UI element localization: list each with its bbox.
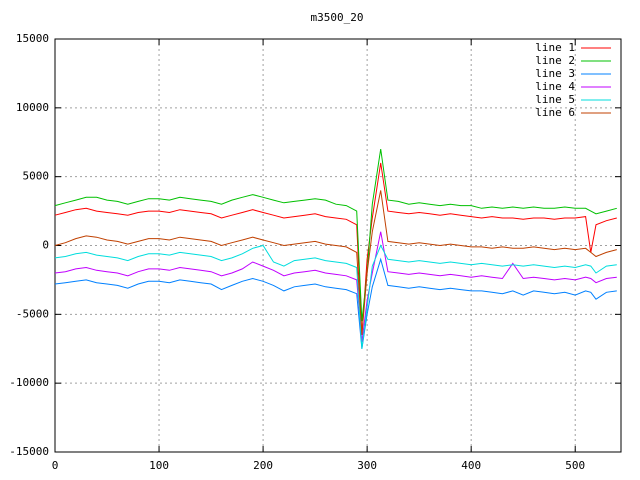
data-line [54, 190, 617, 336]
data-line [54, 149, 617, 322]
legend-label: line 1 [535, 41, 575, 54]
x-tick-label: 0 [52, 459, 59, 472]
data-line [54, 162, 617, 336]
x-tick-label: 200 [253, 459, 273, 472]
legend-label: line 2 [535, 54, 575, 67]
legend-label: line 3 [535, 67, 575, 80]
x-tick-label: 100 [149, 459, 169, 472]
data-line [54, 257, 617, 349]
legend-label: line 4 [535, 80, 575, 93]
y-tick-label: 10000 [16, 101, 49, 114]
y-tick-label: 5000 [23, 170, 50, 183]
y-tick-label: 0 [42, 239, 49, 252]
y-tick-label: 15000 [16, 32, 49, 45]
y-tick-label: -5000 [16, 307, 49, 320]
legend-label: line 6 [535, 106, 575, 119]
data-line [54, 244, 617, 349]
x-tick-label: 300 [357, 459, 377, 472]
data-line [54, 231, 617, 342]
x-tick-label: 500 [565, 459, 585, 472]
x-tick-label: 400 [461, 459, 481, 472]
legend-label: line 5 [535, 93, 575, 106]
y-tick-label: -10000 [9, 376, 49, 389]
chart-title: m3500_20 [311, 11, 364, 24]
y-tick-label: -15000 [9, 445, 49, 458]
